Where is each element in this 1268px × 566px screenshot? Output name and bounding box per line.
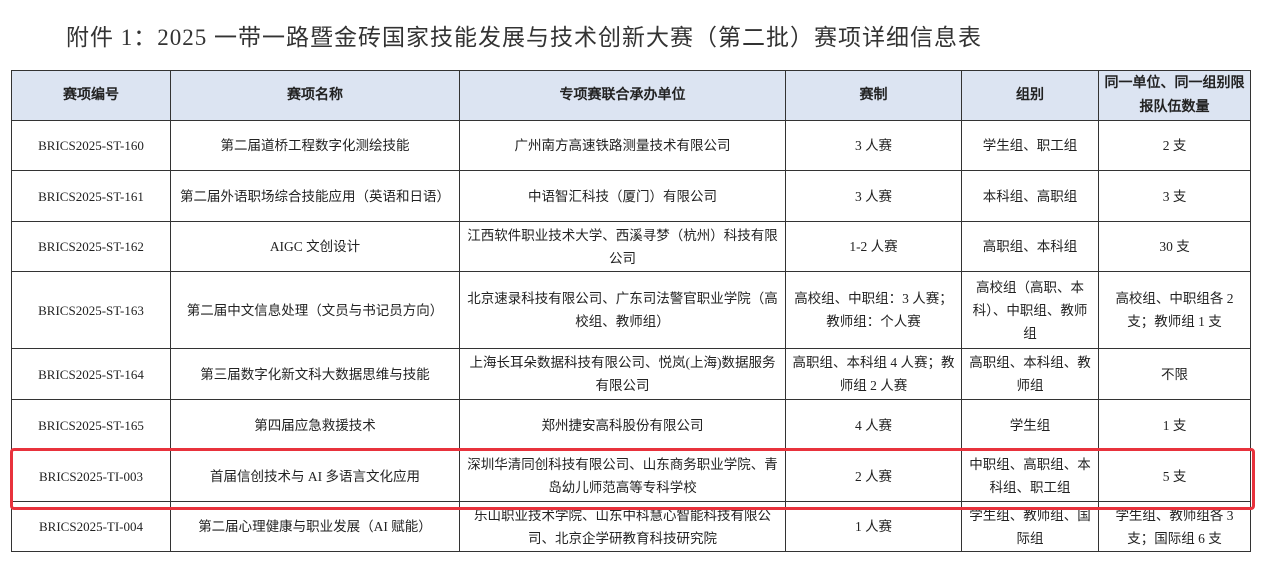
table-row: BRICS2025-ST-163 第二届中文信息处理（文员与书记员方向） 北京速录科…	[11, 271, 1251, 349]
org-cell: 中语智汇科技（厦门）有限公司	[459, 170, 786, 222]
format-cell: 3 人赛	[785, 120, 962, 171]
limit-cell: 1 支	[1098, 399, 1251, 451]
table-header-row: 赛项编号 赛项名称 专项赛联合承办单位 赛制 组别 同一单位、同一组别限报队伍数…	[11, 70, 1251, 121]
format-cell: 2 人赛	[785, 450, 962, 502]
format-cell: 3 人赛	[785, 170, 962, 222]
name-cell: 第二届外语职场综合技能应用（英语和日语）	[170, 170, 460, 222]
group-cell: 高职组、本科组	[961, 221, 1099, 272]
id-cell: BRICS2025-TI-004	[11, 501, 171, 552]
limit-cell: 学生组、教师组各 3 支；国际组 6 支	[1098, 501, 1251, 552]
limit-cell: 3 支	[1098, 170, 1251, 222]
name-cell: 首届信创技术与 AI 多语言文化应用	[170, 450, 460, 502]
format-cell: 1-2 人赛	[785, 221, 962, 272]
limit-cell: 30 支	[1098, 221, 1251, 272]
id-cell: BRICS2025-ST-161	[11, 170, 171, 222]
org-cell: 北京速录科技有限公司、广东司法警官职业学院（高校组、教师组）	[459, 271, 786, 349]
competition-table: 赛项编号 赛项名称 专项赛联合承办单位 赛制 组别 同一单位、同一组别限报队伍数…	[11, 70, 1251, 552]
table-row: BRICS2025-ST-161 第二届外语职场综合技能应用（英语和日语） 中语智汇…	[11, 170, 1251, 222]
org-cell: 深圳华清同创科技有限公司、山东商务职业学院、青岛幼儿师范高等专科学校	[459, 450, 786, 502]
org-cell: 广州南方高速铁路测量技术有限公司	[459, 120, 786, 171]
table-row: BRICS2025-ST-164 第三届数字化新文科大数据思维与技能 上海长耳朵数据…	[11, 348, 1251, 400]
page-title: 附件 1：2025 一带一路暨金砖国家技能发展与技术创新大赛（第二批）赛项详细信…	[66, 25, 982, 50]
format-cell: 高校组、中职组：3 人赛；教师组：个人赛	[785, 271, 962, 349]
name-cell: 第二届中文信息处理（文员与书记员方向）	[170, 271, 460, 349]
name-cell: 第三届数字化新文科大数据思维与技能	[170, 348, 460, 400]
group-cell: 高职组、本科组、教师组	[961, 348, 1099, 400]
header-group: 组别	[961, 70, 1099, 121]
group-cell: 中职组、高职组、本科组、职工组	[961, 450, 1099, 502]
table-row: BRICS2025-TI-004 第二届心理健康与职业发展（AI 赋能） 乐山职业技…	[11, 501, 1251, 552]
table-row: BRICS2025-ST-165 第四届应急救援技术 郑州捷安高科股份有限公司 4 人…	[11, 399, 1251, 451]
table-row: BRICS2025-ST-160 第二届道桥工程数字化测绘技能 广州南方高速铁路测量…	[11, 120, 1251, 171]
group-cell: 学生组、职工组	[961, 120, 1099, 171]
id-cell: BRICS2025-ST-160	[11, 120, 171, 171]
id-cell: BRICS2025-ST-165	[11, 399, 171, 451]
id-cell: BRICS2025-ST-162	[11, 221, 171, 272]
format-cell: 1 人赛	[785, 501, 962, 552]
id-cell: BRICS2025-TI-003	[11, 450, 171, 502]
format-cell: 4 人赛	[785, 399, 962, 451]
name-cell: 第四届应急救援技术	[170, 399, 460, 451]
header-id: 赛项编号	[11, 70, 171, 121]
id-cell: BRICS2025-ST-163	[11, 271, 171, 349]
limit-cell: 高校组、中职组各 2 支；教师组 1 支	[1098, 271, 1251, 349]
header-limit: 同一单位、同一组别限报队伍数量	[1098, 70, 1251, 121]
limit-cell: 不限	[1098, 348, 1251, 400]
format-cell: 高职组、本科组 4 人赛；教师组 2 人赛	[785, 348, 962, 400]
org-cell: 乐山职业技术学院、山东中科慧心智能科技有限公司、北京企学研教育科技研究院	[459, 501, 786, 552]
header-format: 赛制	[785, 70, 962, 121]
name-cell: 第二届心理健康与职业发展（AI 赋能）	[170, 501, 460, 552]
limit-cell: 2 支	[1098, 120, 1251, 171]
group-cell: 高校组（高职、本科）、中职组、教师组	[961, 271, 1099, 349]
org-cell: 江西软件职业技术大学、西溪寻梦（杭州）科技有限公司	[459, 221, 786, 272]
org-cell: 上海长耳朵数据科技有限公司、悦岚(上海)数据服务有限公司	[459, 348, 786, 400]
id-cell: BRICS2025-ST-164	[11, 348, 171, 400]
table-row: BRICS2025-TI-003 首届信创技术与 AI 多语言文化应用 深圳华清同创…	[11, 450, 1251, 502]
table-row: BRICS2025-ST-162 AIGC 文创设计 江西软件职业技术大学、西溪寻梦…	[11, 221, 1251, 272]
group-cell: 学生组、教师组、国际组	[961, 501, 1099, 552]
org-cell: 郑州捷安高科股份有限公司	[459, 399, 786, 451]
name-cell: AIGC 文创设计	[170, 221, 460, 272]
name-cell: 第二届道桥工程数字化测绘技能	[170, 120, 460, 171]
header-name: 赛项名称	[170, 70, 460, 121]
group-cell: 学生组	[961, 399, 1099, 451]
group-cell: 本科组、高职组	[961, 170, 1099, 222]
limit-cell: 5 支	[1098, 450, 1251, 502]
header-org: 专项赛联合承办单位	[459, 70, 786, 121]
